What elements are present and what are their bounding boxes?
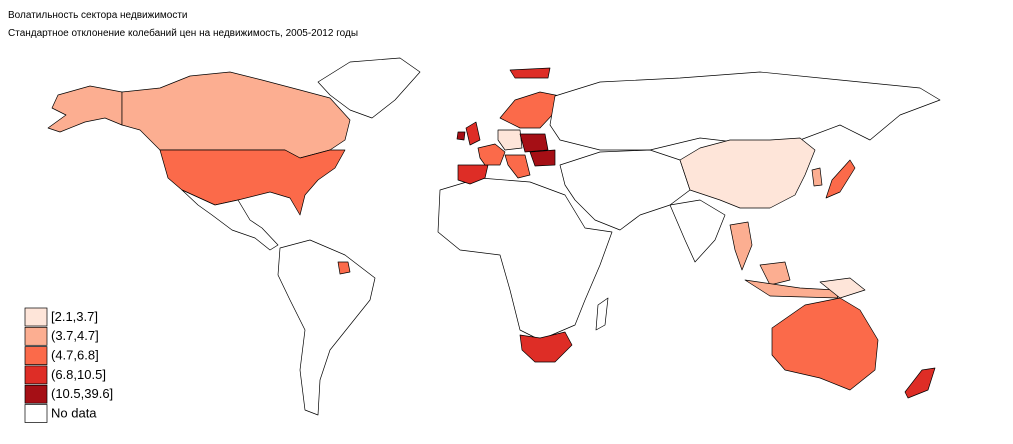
legend-swatch (24, 326, 48, 346)
legend-swatch (24, 307, 48, 327)
region (457, 164, 489, 185)
legend-label: (6.8,10.5] (51, 367, 106, 382)
map-subtitle: Стандартное отклонение колебаний цен на … (8, 27, 358, 39)
legend-swatch (24, 384, 48, 404)
region (679, 137, 816, 209)
region (595, 297, 609, 331)
region (549, 71, 941, 151)
world-map (47, 57, 941, 416)
legend-label: (10.5,39.6] (51, 386, 113, 401)
region (497, 129, 523, 151)
legend-swatch (24, 404, 48, 423)
legend-swatch (24, 346, 48, 365)
region (771, 297, 879, 391)
region (47, 85, 123, 133)
region (519, 133, 549, 153)
legend-label: (3.7,4.7] (51, 328, 99, 343)
region (759, 261, 791, 286)
region (159, 149, 346, 216)
region (181, 189, 279, 251)
region (825, 159, 856, 199)
region (819, 277, 866, 299)
region (729, 221, 753, 271)
region (669, 199, 726, 263)
region (529, 149, 556, 167)
region (504, 154, 531, 179)
legend-label: No data (51, 405, 97, 420)
region (477, 143, 506, 166)
region (904, 367, 936, 399)
legend-label: (4.7,6.8] (51, 348, 99, 363)
region (317, 57, 421, 119)
region (437, 177, 613, 341)
region (121, 71, 351, 159)
region (337, 261, 351, 275)
region (559, 149, 691, 231)
region (456, 131, 466, 141)
legend-label: [2.1,3.7] (51, 309, 98, 324)
legend: [2.1,3.7] (3.7,4.7] (4.7,6.8] (6.8,10.5] (10… (24, 307, 113, 423)
region (277, 239, 376, 416)
map-title: Волатильность сектора недвижимости (8, 10, 188, 21)
region (811, 167, 823, 187)
region (519, 331, 573, 363)
legend-swatch (24, 365, 48, 385)
region (509, 67, 551, 79)
region (465, 121, 481, 146)
